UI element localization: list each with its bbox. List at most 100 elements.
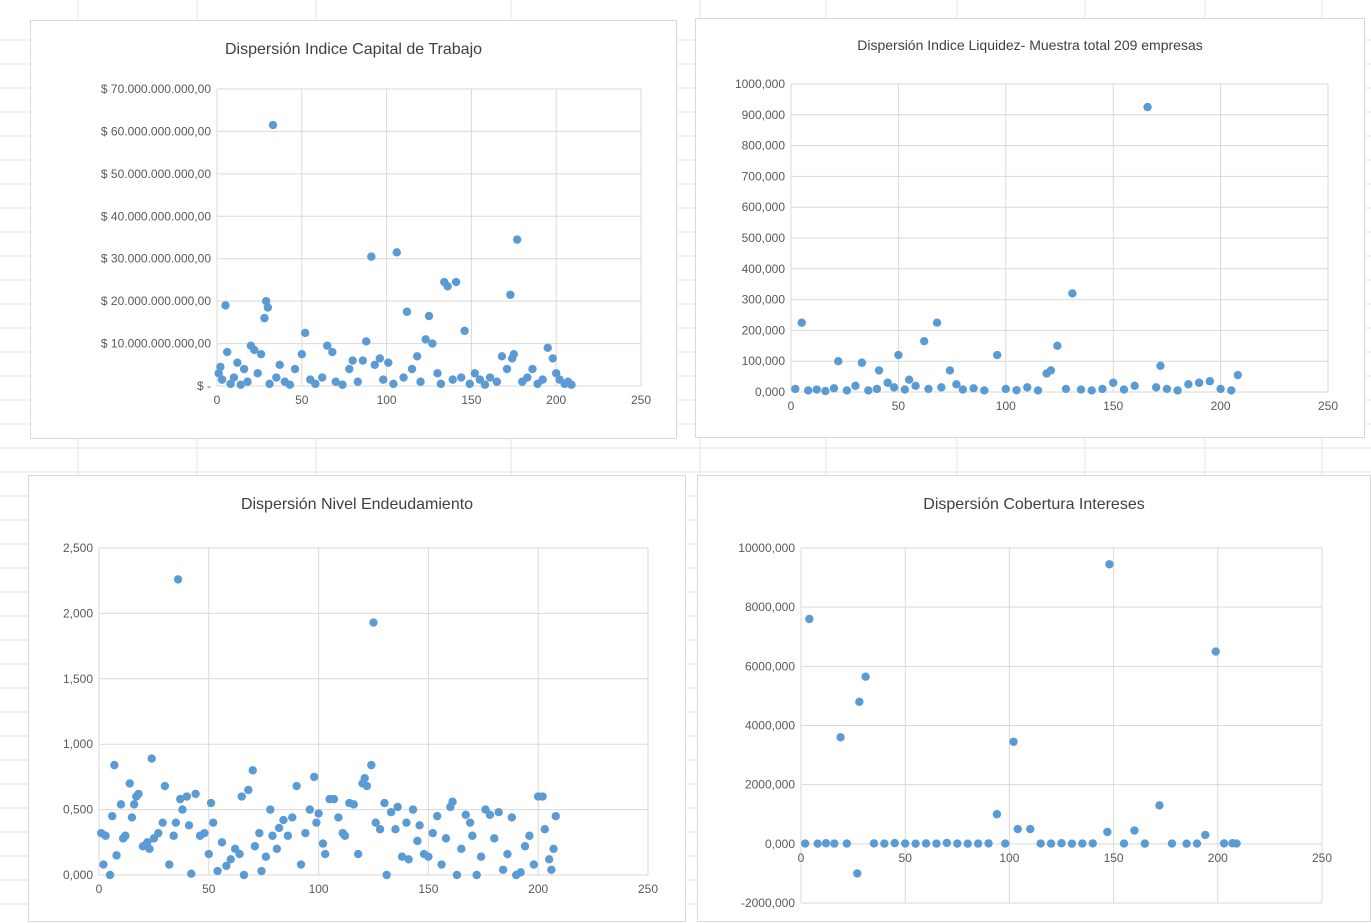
scatter-point (272, 844, 282, 854)
scatter-point (1068, 289, 1077, 298)
scatter-point (433, 369, 442, 378)
scatter-point (370, 360, 379, 369)
chart-nivel-endeudamiento[interactable]: Dispersión Nivel Endeudamiento 0,000 0,50… (28, 475, 686, 922)
scatter-point (1103, 827, 1112, 837)
scatter-point (362, 337, 371, 346)
scatter-point (512, 235, 522, 244)
chart-indice-liquidez[interactable]: Dispersión Indice Liquidez- Muestra tota… (695, 18, 1365, 438)
scatter-point (800, 839, 810, 848)
y-tick-label: 1,000 (63, 737, 93, 751)
scatter-point (538, 792, 547, 801)
scatter-point (993, 350, 1002, 360)
chart-capital-trabajo[interactable]: Dispersión Indice Capital de Trabajo $ -… (30, 20, 677, 439)
x-tick-label: 0 (798, 851, 805, 865)
scatter-point (503, 849, 512, 859)
scatter-point (243, 377, 252, 386)
scatter-point (797, 318, 806, 327)
scatter-point (470, 369, 479, 378)
scatter-point (107, 811, 117, 821)
scatter-point (204, 849, 213, 859)
scatter-point (475, 375, 485, 384)
scatter-point (402, 818, 411, 827)
scatter-point (507, 813, 517, 822)
scatter-point (1156, 361, 1165, 371)
scatter-point (143, 838, 152, 847)
scatter-point (945, 366, 955, 375)
scatter-point (432, 811, 442, 821)
scatter-point (340, 831, 350, 840)
data-points (96, 575, 560, 880)
scatter-point (492, 377, 502, 386)
scatter-point (1013, 824, 1022, 834)
scatter-point (253, 369, 262, 378)
scatter-point (457, 844, 466, 854)
scatter-point (992, 810, 1002, 819)
x-tick-label: 100 (309, 882, 329, 896)
scatter-point (1109, 378, 1118, 387)
gridlines (800, 547, 1323, 904)
scatter-point (112, 851, 121, 860)
scatter-point (1167, 839, 1177, 848)
y-tick-label: 2,500 (63, 541, 93, 555)
scatter-point (416, 377, 425, 386)
y-tick-label: 500,000 (742, 231, 786, 245)
scatter-point (901, 839, 910, 848)
scatter-point (452, 870, 462, 880)
scatter-point (408, 805, 418, 814)
scatter-point (911, 839, 920, 848)
scatter-point (173, 575, 183, 584)
scatter-point (538, 375, 547, 384)
x-tick-label: 250 (631, 393, 651, 407)
y-tick-label: 700,000 (742, 169, 786, 183)
scatter-point (314, 809, 323, 818)
scatter-point (296, 860, 306, 869)
scatter-point (214, 369, 223, 378)
scatter-point (1036, 839, 1045, 848)
x-tick-label: 100 (999, 851, 1019, 865)
scatter-point (237, 792, 246, 801)
y-tick-label: 900,000 (742, 108, 786, 122)
scatter-point (857, 358, 867, 367)
scatter-point (221, 301, 230, 310)
scatter-point (145, 844, 154, 854)
chart-cobertura-intereses[interactable]: Dispersión Cobertura Intereses -2000,000… (697, 475, 1371, 922)
scatter-point (360, 774, 369, 783)
scatter-point (544, 855, 554, 864)
scatter-point (520, 842, 530, 851)
scatter-point (821, 386, 830, 396)
chart-title: Dispersión Cobertura Intereses (923, 496, 1145, 513)
scatter-point (889, 383, 899, 392)
scatter-point (460, 326, 469, 336)
scatter-plot: -2000,000 0,000 2000,000 4000,000 6000,000 80… (738, 541, 1332, 910)
x-tick-label: 50 (899, 851, 913, 865)
scatter-point (424, 311, 434, 321)
scatter-point (328, 347, 337, 357)
scatter-point (1162, 384, 1172, 394)
y-tick-label: 0,000 (63, 868, 93, 882)
y-tick-label: 0,000 (765, 837, 795, 851)
scatter-point (256, 349, 266, 359)
scatter-point (1182, 839, 1191, 848)
y-tick-label: 8000,000 (745, 600, 795, 614)
y-tick-label: 6000,000 (745, 659, 795, 673)
scatter-point (379, 375, 388, 384)
scatter-point (229, 373, 239, 382)
scatter-point (121, 831, 130, 840)
y-tick-label: 0,000 (755, 385, 785, 399)
y-tick-label: 600,000 (742, 200, 786, 214)
scatter-point (1053, 341, 1062, 350)
scatter-point (813, 839, 822, 848)
scatter-point (147, 754, 156, 763)
scatter-point (274, 823, 284, 833)
scatter-point (861, 672, 870, 681)
y-tick-label: 2,000 (63, 606, 93, 620)
scatter-point (226, 379, 235, 389)
scatter-point (855, 697, 864, 707)
scatter-point (369, 618, 378, 627)
scatter-point (1232, 839, 1241, 848)
scatter-point (348, 356, 357, 365)
scatter-point (842, 839, 852, 848)
x-tick-label: 150 (1104, 851, 1124, 865)
x-tick-label: 100 (377, 393, 397, 407)
scatter-point (1151, 383, 1161, 392)
